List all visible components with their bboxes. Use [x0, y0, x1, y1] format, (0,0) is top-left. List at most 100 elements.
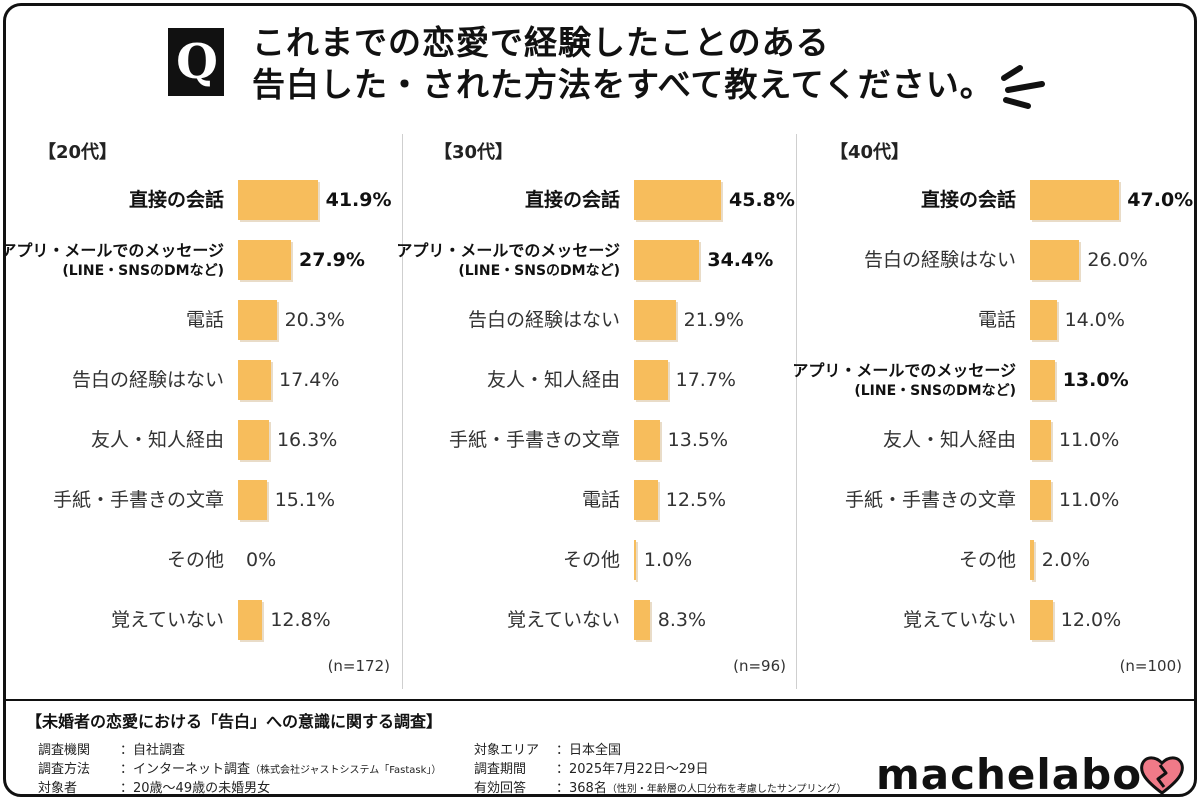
category-label: 友人・知人経由	[883, 417, 1016, 463]
bar-row: 友人・知人経由 16.3%	[6, 417, 402, 463]
category-label: その他	[563, 537, 620, 583]
sample-size-label: (n=96)	[733, 657, 786, 675]
category-label-line: 覚えていない	[110, 609, 224, 631]
meta-note: （性別・年齢層の人口分布を考慮したサンプリング）	[606, 784, 847, 795]
category-label-line: 直接の会話	[920, 189, 1016, 211]
survey-meta-row: 調査期間 ：2025年7月22日〜29日	[474, 758, 708, 777]
sample-size-label: (n=100)	[1119, 657, 1182, 675]
category-label-line: 覚えていない	[902, 609, 1016, 631]
value-label: 14.0%	[1064, 309, 1125, 331]
bar	[634, 180, 722, 220]
bar	[1030, 360, 1055, 400]
value-label: 13.0%	[1062, 369, 1129, 391]
category-label: 手紙・手書きの文章	[449, 417, 620, 463]
category-label: 覚えていない	[111, 597, 224, 643]
chart-area: 【20代】 直接の会話 41.9% アプリ・メールでのメッセージ (LINE・SNSのD…	[6, 124, 1194, 694]
meta-key: 調査方法	[38, 762, 91, 777]
bar	[634, 540, 636, 580]
value-label: 20.3%	[284, 309, 345, 331]
bar-row: アプリ・メールでのメッセージ (LINE・SNSのDMなど) 13.0%	[792, 357, 1194, 403]
value-label: 12.5%	[665, 489, 727, 511]
value-label: 0%	[246, 549, 277, 571]
value-label: 11.0%	[1058, 489, 1120, 511]
category-label: アプリ・メールでのメッセージ (LINE・SNSのDMなど)	[6, 237, 224, 283]
meta-value: ：368名	[556, 781, 607, 796]
category-label-line: その他	[562, 549, 620, 571]
bar-row: 覚えていない 8.3%	[402, 597, 798, 643]
chart-panel: 【40代】 直接の会話 47.0% 告白の経験はない 26.0% 電話 14.0% アプリ・メ…	[792, 124, 1194, 694]
value-label: 15.1%	[274, 489, 336, 511]
q-badge-icon: Q	[168, 28, 224, 96]
category-label-line: 手紙・手書きの文章	[844, 489, 1016, 511]
category-label: 電話	[186, 297, 224, 343]
bar	[1030, 540, 1034, 580]
value-label: 27.9%	[299, 249, 365, 271]
category-label-line: 電話	[185, 309, 224, 331]
bar	[634, 480, 658, 520]
value-label: 17.4%	[279, 369, 340, 391]
bar	[238, 300, 277, 340]
value-label: 34.4%	[707, 249, 774, 271]
bar	[1030, 300, 1057, 340]
category-label-line: アプリ・メールでのメッセージ	[396, 241, 620, 260]
emphasis-lines-icon	[1001, 65, 1045, 109]
category-label-line: 友人・知人経由	[90, 429, 224, 451]
bar	[238, 600, 263, 640]
bar	[1030, 600, 1053, 640]
bar-row: 告白の経験はない 21.9%	[402, 297, 798, 343]
meta-key: 調査期間	[474, 762, 527, 777]
bar-row: 直接の会話 47.0%	[798, 177, 1194, 223]
bar	[1030, 420, 1051, 460]
bar-row: 手紙・手書きの文章 11.0%	[798, 477, 1194, 523]
meta-key: 有効回答	[474, 781, 527, 796]
bar	[634, 300, 676, 340]
category-label: アプリ・メールでのメッセージ (LINE・SNSのDMなど)	[792, 357, 1016, 403]
value-label: 16.3%	[276, 429, 338, 451]
survey-meta-row: 対象エリア ：日本全国	[474, 739, 621, 758]
category-label: 直接の会話	[921, 177, 1016, 223]
bar	[238, 480, 267, 520]
category-label: 手紙・手書きの文章	[53, 477, 224, 523]
category-label-line: 手紙・手書きの文章	[448, 429, 620, 451]
bar-row: 告白の経験はない 17.4%	[6, 357, 402, 403]
value-label: 47.0%	[1127, 189, 1194, 211]
q-letter: Q	[176, 34, 218, 90]
category-label: 電話	[582, 477, 620, 523]
category-label: 告白の経験はない	[864, 237, 1016, 283]
survey-meta-row: 調査機関 ：自社調査	[38, 739, 185, 758]
category-label: 覚えていない	[507, 597, 620, 643]
category-label: 直接の会話	[129, 177, 224, 223]
age-group-label: 【30代】	[434, 142, 514, 163]
bar	[1030, 480, 1051, 520]
value-label: 8.3%	[657, 609, 707, 631]
title-line-1: これまでの恋愛で経験したことのある	[252, 23, 830, 62]
bar-row: アプリ・メールでのメッセージ (LINE・SNSのDMなど) 27.9%	[6, 237, 402, 283]
category-label-line: 直接の会話	[524, 189, 620, 211]
category-label: 覚えていない	[903, 597, 1016, 643]
category-label-line: 友人・知人経由	[882, 429, 1016, 451]
category-label-line: その他	[166, 549, 224, 571]
meta-value: ：インターネット調査	[120, 762, 251, 777]
bar-row: 手紙・手書きの文章 15.1%	[6, 477, 402, 523]
bar	[634, 240, 700, 280]
meta-key: 調査機関	[38, 743, 91, 758]
bar-row: 手紙・手書きの文章 13.5%	[402, 417, 798, 463]
category-label: 友人・知人経由	[91, 417, 224, 463]
value-label: 12.8%	[270, 609, 331, 631]
panel-divider	[796, 134, 797, 689]
category-label-line: 告白の経験はない	[71, 369, 224, 391]
value-label: 13.5%	[667, 429, 728, 451]
value-label: 1.0%	[643, 549, 693, 571]
category-label: その他	[959, 537, 1016, 583]
age-group-label: 【40代】	[830, 142, 910, 163]
bar-row: 友人・知人経由 17.7%	[402, 357, 798, 403]
bar-row: 覚えていない 12.0%	[798, 597, 1194, 643]
panel-divider	[402, 134, 403, 689]
category-label: 告白の経験はない	[72, 357, 224, 403]
chart-panel: 【30代】 直接の会話 45.8% アプリ・メールでのメッセージ (LINE・SNSのD…	[396, 124, 798, 694]
sample-size-label: (n=172)	[327, 657, 390, 675]
category-label: その他	[167, 537, 224, 583]
title-line-2: 告白した・された方法をすべて教えてください。	[252, 65, 994, 104]
bar-row: 覚えていない 12.8%	[6, 597, 402, 643]
bar	[238, 180, 318, 220]
